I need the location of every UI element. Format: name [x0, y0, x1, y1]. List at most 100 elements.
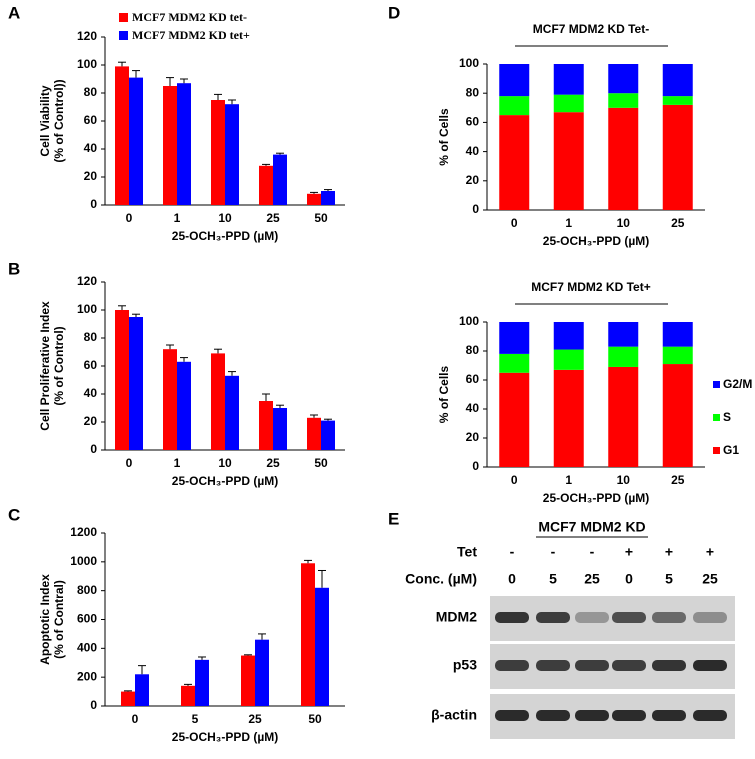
- lane-label: -: [510, 544, 515, 560]
- lane-label: -: [590, 544, 595, 560]
- bar-segment: [662, 64, 693, 97]
- error-bar: [262, 393, 270, 401]
- error-bar: [214, 93, 222, 100]
- error-bar: [118, 61, 126, 67]
- error-bar: [118, 305, 126, 310]
- y-tick-label: 80: [466, 343, 480, 357]
- y-axis-label: Apoptotic Index: [38, 574, 52, 665]
- x-tick-label: 25: [671, 473, 685, 487]
- band: [536, 612, 570, 623]
- bar-segment: [553, 112, 584, 210]
- x-tick-label: 0: [511, 473, 518, 487]
- panel-label: A: [8, 3, 20, 22]
- bar: [241, 655, 255, 706]
- bar-segment: [608, 322, 639, 347]
- y-tick-label: 40: [84, 386, 98, 400]
- error-bar: [244, 654, 252, 656]
- y-tick-label: 20: [466, 430, 480, 444]
- lane-label: 5: [549, 571, 557, 587]
- error-bar: [214, 348, 222, 354]
- bar: [163, 86, 177, 205]
- y-tick-label: 120: [77, 29, 97, 43]
- x-tick-label: 1: [565, 473, 572, 487]
- row-label: Tet: [457, 544, 477, 560]
- band: [536, 710, 570, 721]
- error-bar: [228, 371, 236, 376]
- band: [495, 710, 529, 721]
- error-bar: [124, 690, 132, 692]
- error-bar: [276, 152, 284, 155]
- bar: [135, 674, 149, 706]
- bar-segment: [608, 346, 639, 367]
- y-axis-label: Cell Viability: [38, 85, 52, 156]
- x-tick-label: 25: [248, 712, 262, 726]
- band-label: β-actin: [431, 707, 477, 723]
- bar: [129, 77, 143, 205]
- legend-swatch: [713, 447, 720, 454]
- band: [693, 660, 727, 671]
- bar: [321, 191, 335, 205]
- y-tick-label: 200: [77, 669, 97, 683]
- x-axis-label: 25-OCH₃-PPD (µM): [172, 474, 278, 488]
- band: [693, 612, 727, 623]
- y-tick-label: 60: [466, 372, 480, 386]
- y-tick-label: 80: [84, 330, 98, 344]
- y-tick-label: 0: [90, 698, 97, 712]
- y-tick-label: 100: [459, 56, 479, 70]
- y-tick-label: 40: [466, 144, 480, 158]
- legend-label: MCF7 MDM2 KD tet-: [132, 10, 247, 24]
- y-tick-label: 100: [459, 314, 479, 328]
- bar-segment: [608, 366, 639, 467]
- band: [495, 660, 529, 671]
- error-bar: [310, 191, 318, 194]
- x-tick-label: 10: [218, 456, 232, 470]
- bar-segment: [608, 107, 639, 210]
- error-bar: [258, 633, 266, 640]
- x-tick-label: 10: [617, 473, 631, 487]
- y-tick-label: 40: [466, 401, 480, 415]
- band: [612, 660, 646, 671]
- bar-segment: [553, 322, 584, 350]
- bar: [307, 417, 321, 450]
- y-axis-label: (% of Control)): [52, 79, 66, 162]
- y-tick-label: 0: [90, 197, 97, 211]
- error-bar: [166, 77, 174, 86]
- bar: [321, 420, 335, 450]
- panel-label: D: [388, 3, 400, 22]
- y-tick-label: 1000: [70, 554, 97, 568]
- bar: [225, 375, 239, 450]
- lane-label: +: [625, 544, 633, 560]
- error-bar: [324, 189, 332, 191]
- lane-label: +: [665, 544, 673, 560]
- y-tick-label: 60: [84, 358, 98, 372]
- bar-segment: [662, 96, 693, 105]
- panel-label: E: [388, 509, 399, 528]
- bar-segment: [553, 64, 584, 95]
- band: [652, 660, 686, 671]
- y-tick-label: 40: [84, 141, 98, 155]
- x-tick-label: 0: [511, 216, 518, 230]
- row-label: Conc. (µM): [405, 571, 477, 587]
- band: [575, 612, 609, 623]
- y-tick-label: 60: [84, 113, 98, 127]
- chart-title: MCF7 MDM2 KD Tet+: [531, 280, 650, 294]
- bar: [273, 154, 287, 205]
- lane-label: +: [706, 544, 714, 560]
- lane-label: 25: [702, 571, 718, 587]
- bar-segment: [662, 346, 693, 365]
- bar-segment: [662, 322, 693, 347]
- y-tick-label: 80: [84, 85, 98, 99]
- y-tick-label: 800: [77, 583, 97, 597]
- y-tick-label: 100: [77, 57, 97, 71]
- y-axis-label: Cell Proliferative Index: [38, 301, 52, 431]
- x-axis-label: 25-OCH₃-PPD (µM): [543, 491, 649, 505]
- legend-swatch: [119, 13, 128, 22]
- bar: [225, 104, 239, 205]
- band: [612, 612, 646, 623]
- band-label: p53: [453, 657, 477, 673]
- band-label: MDM2: [436, 609, 477, 625]
- blot-title: MCF7 MDM2 KD: [538, 519, 645, 535]
- bar-segment: [499, 96, 530, 116]
- bar: [129, 317, 143, 450]
